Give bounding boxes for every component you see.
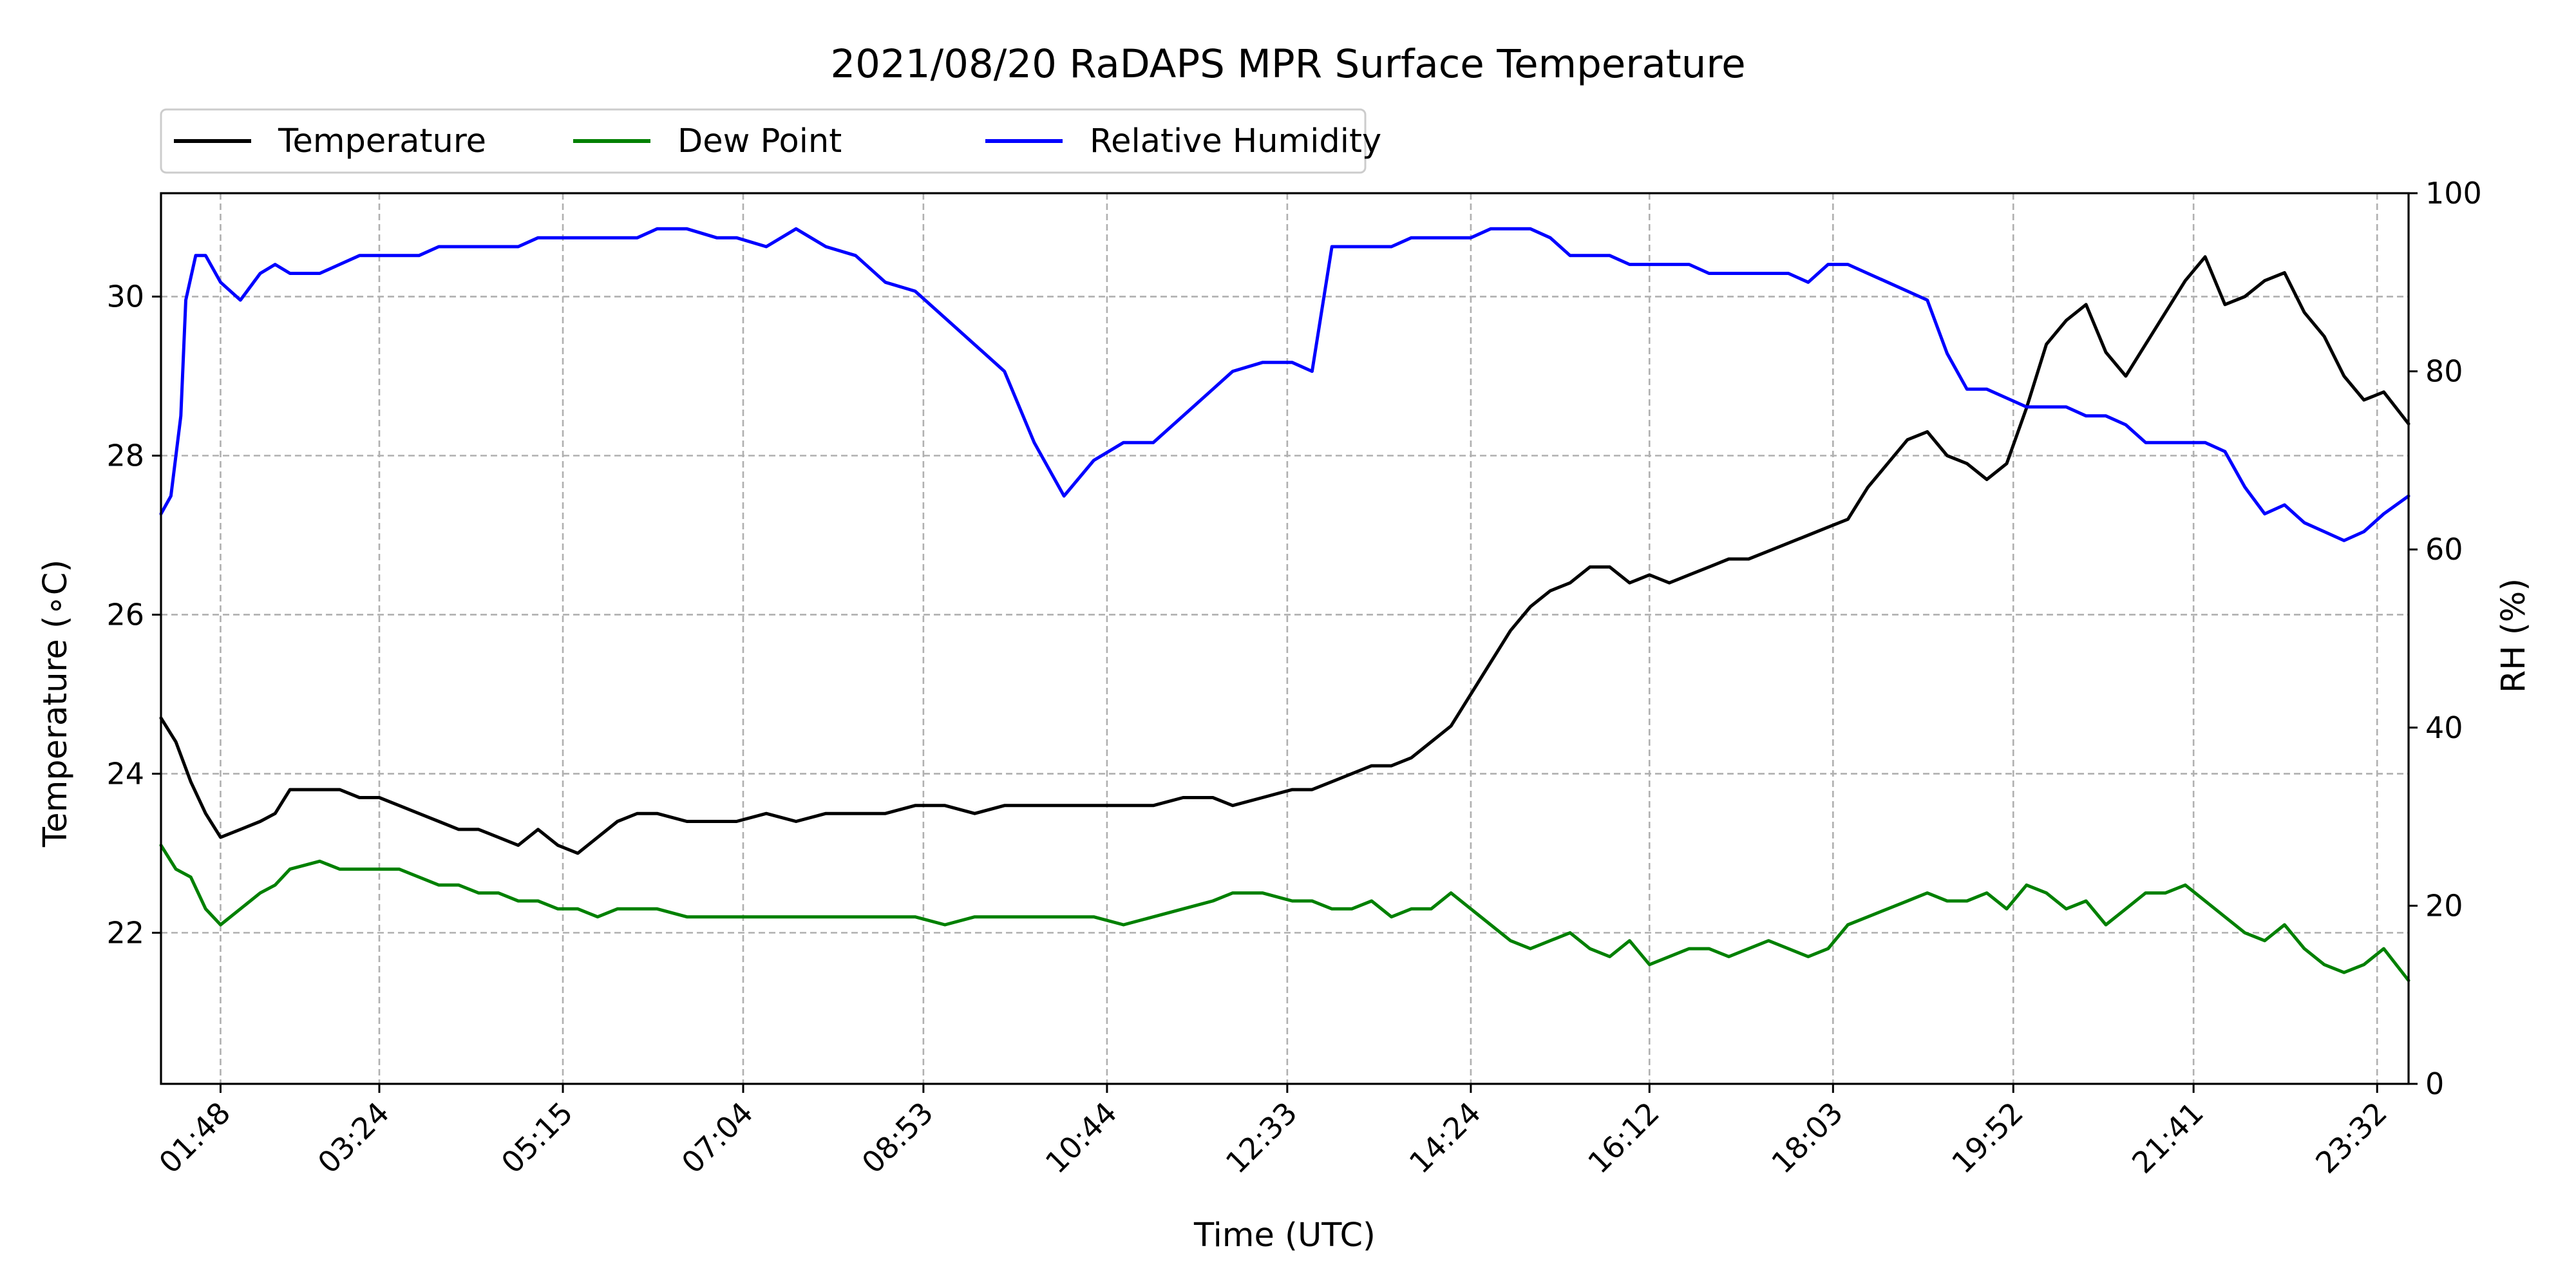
legend-label-temperature: Temperature xyxy=(278,122,486,160)
x-tick-label: 03:24 xyxy=(311,1095,396,1180)
series-line-relative-humidity xyxy=(159,227,2410,542)
x-tick-label: 05:15 xyxy=(495,1095,580,1180)
x-tick-label: 01:48 xyxy=(152,1095,237,1180)
x-tick-label: 21:41 xyxy=(2125,1095,2210,1180)
chart-title: 2021/08/20 RaDAPS MPR Surface Temperatur… xyxy=(830,41,1745,87)
x-tick-label: 10:44 xyxy=(1039,1095,1124,1180)
x-tick-label: 18:03 xyxy=(1765,1095,1850,1180)
y-left-tick-label: 28 xyxy=(106,438,144,473)
y-right-tick-label: 0 xyxy=(2425,1066,2444,1101)
legend-box xyxy=(160,108,1367,174)
x-tick-label: 23:32 xyxy=(2309,1095,2394,1180)
y-axis-right: 0 20 40 60 80 100 xyxy=(2409,176,2482,1101)
x-tick-label: 12:33 xyxy=(1219,1095,1304,1180)
x-tick-label: 16:12 xyxy=(1581,1095,1666,1180)
legend: Temperature Dew Point Relative Humidity xyxy=(160,108,1381,174)
plot-frame xyxy=(160,192,2410,1085)
legend-label-dew-point: Dew Point xyxy=(677,122,842,160)
series-layer xyxy=(159,227,2410,982)
y-right-tick-label: 100 xyxy=(2425,176,2482,211)
y-left-tick-label: 30 xyxy=(106,279,144,314)
x-tick-label: 08:53 xyxy=(855,1095,940,1180)
y-right-tick-label: 60 xyxy=(2425,532,2463,567)
x-tick-label: 07:04 xyxy=(675,1095,760,1180)
y-right-tick-label: 20 xyxy=(2425,888,2463,923)
y-axis-left: 22 24 26 28 30 xyxy=(106,279,161,950)
y-axis-right-label: RH (%) xyxy=(2495,578,2533,693)
y-left-tick-label: 22 xyxy=(106,915,144,950)
y-left-tick-label: 24 xyxy=(106,756,144,791)
y-left-tick-label: 26 xyxy=(106,597,144,632)
x-tick-label: 19:52 xyxy=(1945,1095,2030,1180)
legend-label-relative-humidity: Relative Humidity xyxy=(1090,122,1381,160)
series-line-dew-point xyxy=(159,844,2410,982)
x-tick-label: 14:24 xyxy=(1403,1095,1488,1180)
x-axis: 01:48 03:24 05:15 07:04 08:53 10:44 12:33 14:24… xyxy=(152,1084,2394,1180)
series-line-temperature xyxy=(159,255,2410,855)
x-axis-label: Time (UTC) xyxy=(1193,1217,1376,1255)
grid-lines xyxy=(161,193,2409,1084)
y-right-tick-label: 80 xyxy=(2425,354,2463,389)
y-right-tick-label: 40 xyxy=(2425,710,2463,745)
y-axis-left-label: Temperature (∘C) xyxy=(37,560,75,848)
